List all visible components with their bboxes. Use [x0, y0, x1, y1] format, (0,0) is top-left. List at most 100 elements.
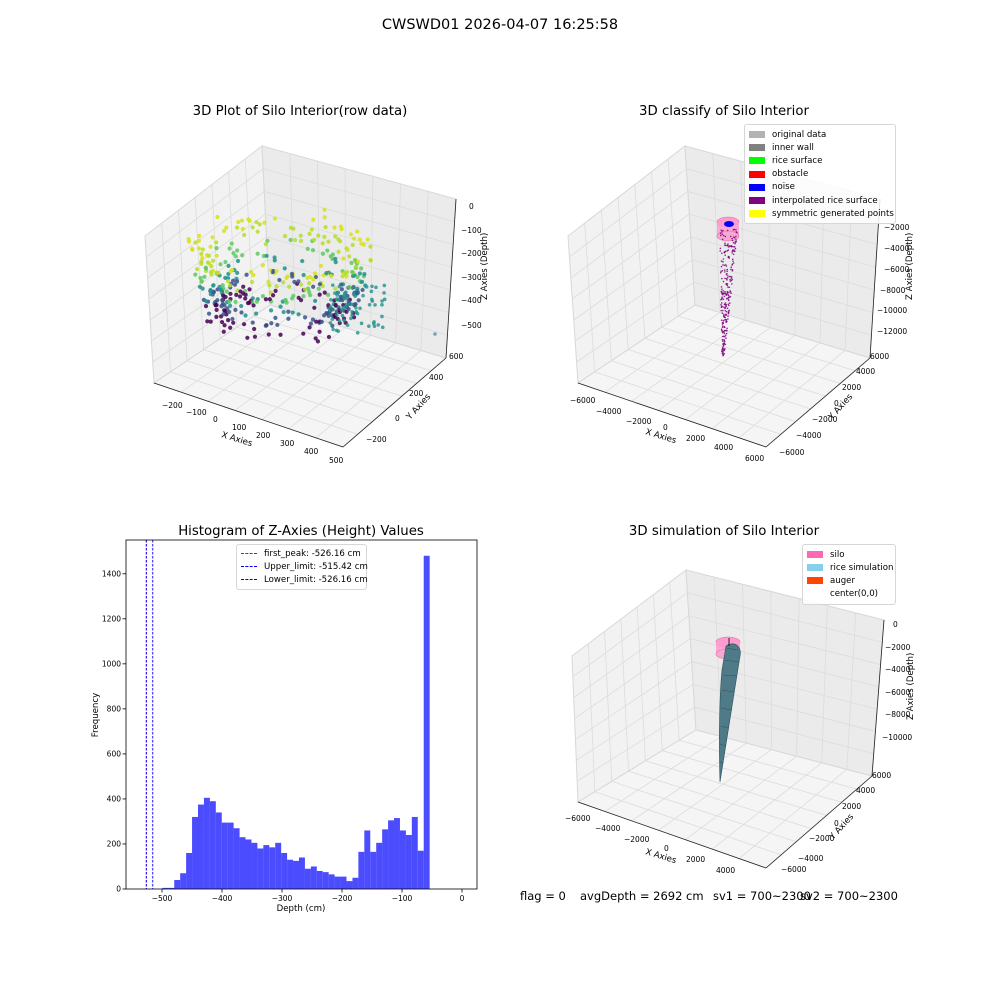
legend-label: center(0,0) [830, 589, 879, 600]
histogram-bar [180, 873, 187, 889]
histogram-bar [281, 852, 288, 889]
raw-xtick: 200 [256, 431, 271, 440]
legend-label: original data [772, 129, 827, 140]
histogram-bar [388, 820, 395, 889]
legend-label: inner wall [772, 142, 814, 153]
histogram-xtick-label: −100 [392, 894, 413, 903]
histogram-bar [382, 829, 389, 889]
histogram-bar [215, 812, 222, 889]
classify-3d-plot: −6000 −4000 −2000 0 2000 4000 6000 −6000… [567, 145, 915, 463]
classify-ytick: −6000 [779, 448, 805, 457]
simulation-ytick: 4000 [856, 786, 875, 795]
histogram-ytick-label: 1000 [102, 659, 121, 668]
histogram-ytick-label: 800 [107, 704, 122, 713]
raw-ztick: −200 [461, 249, 482, 258]
simulation-ytick: 6000 [872, 771, 891, 780]
legend-entry: Lower_limit: -526.16 cm [241, 573, 368, 586]
histogram-xtick-label: −400 [212, 894, 233, 903]
histogram-bar [257, 848, 264, 889]
legend-label: obstacle [772, 169, 809, 180]
raw-xtick: −200 [162, 401, 183, 410]
histogram-bar [310, 866, 317, 889]
classify-legend: original data inner wall rice surface ob… [744, 124, 896, 225]
raw-xtick: −100 [186, 408, 207, 417]
histogram-ytick-label: 200 [107, 840, 122, 849]
raw-ytick: −200 [366, 435, 387, 444]
histogram-bar [394, 818, 400, 889]
classify-ytick: −4000 [796, 431, 822, 440]
simulation-xtick: 0 [664, 844, 669, 853]
histogram-ytick-label: 600 [107, 750, 122, 759]
classify-xtick: 2000 [686, 434, 705, 443]
histogram-bar [203, 797, 210, 889]
histogram-bar [227, 822, 234, 889]
histogram-bar [376, 842, 383, 889]
histogram-bar [417, 850, 424, 889]
simulation-ztick: −8000 [885, 710, 911, 719]
simulation-3d-plot: −6000 −4000 −2000 0 2000 4000 −6000 −400… [565, 569, 916, 875]
classify-xtick: 4000 [714, 443, 733, 452]
classify-ytick: 2000 [842, 383, 861, 392]
histogram-bar [186, 852, 193, 889]
sv1-text: sv1 = 700~2300 [713, 889, 811, 903]
legend-entry: inner wall [749, 141, 890, 154]
classify-xtick: −6000 [570, 396, 596, 405]
histogram-bar [275, 842, 282, 889]
raw-xtick: 300 [280, 439, 295, 448]
histogram-bar [209, 801, 216, 889]
legend-label: Lower_limit: -526.16 cm [264, 574, 368, 585]
classify-plot-title: 3D classify of Silo Interior [639, 104, 809, 119]
simulation-ztick: 0 [893, 620, 898, 629]
legend-entry: rice simulation [807, 561, 893, 574]
simulation-ztick: −2000 [885, 643, 911, 652]
raw-3d-plot: −200 −100 0 100 200 300 400 500 −200 0 2… [144, 145, 490, 465]
classify-ztick: −12000 [877, 327, 907, 336]
histogram-bar [287, 859, 294, 889]
sv2-text: sv2 = 700~2300 [800, 889, 898, 903]
histogram-ylabel: Frequency [91, 693, 101, 737]
legend-label: rice surface [772, 155, 823, 166]
raw-xtick: 500 [329, 456, 344, 465]
legend-entry: first_peak: -526.16 cm [241, 547, 361, 560]
histogram-bar [192, 816, 198, 889]
raw-xtick: 100 [232, 423, 247, 432]
histogram-bar [352, 877, 359, 889]
legend-entry: Upper_limit: -515.42 cm [241, 560, 368, 573]
classify-ztick: −6000 [884, 265, 910, 274]
classify-ytick: 6000 [870, 352, 889, 361]
raw-ztick: −100 [461, 226, 482, 235]
histogram-xtick-label: −300 [272, 894, 293, 903]
simulation-zlabel: Z Axies (Depth) [906, 653, 916, 720]
classify-xtick: 0 [663, 423, 668, 432]
legend-entry: noise [749, 181, 890, 194]
histogram-bar [245, 839, 252, 889]
simulation-ztick: −6000 [885, 688, 911, 697]
simulation-xtick: 2000 [686, 855, 705, 864]
classify-ytick: −2000 [812, 415, 838, 424]
legend-entry: obstacle [749, 168, 890, 181]
legend-entry: rice surface [749, 154, 890, 167]
figure-title: CWSWD01 2026-04-07 16:25:58 [381, 17, 619, 33]
histogram-title: Histogram of Z-Axies (Height) Values [178, 524, 424, 539]
legend-entry: center(0,0) [807, 588, 890, 601]
raw-ytick: 0 [395, 414, 400, 423]
simulation-ytick: 2000 [842, 802, 861, 811]
legend-label: silo [830, 549, 845, 560]
histogram-xlabel: Depth (cm) [277, 904, 326, 914]
histogram-bar [263, 845, 270, 889]
histogram-bar [358, 851, 365, 889]
legend-swatch [807, 551, 823, 559]
legend-label: symmetric generated points [772, 208, 894, 219]
histogram-bar [304, 868, 311, 889]
legend-swatch [807, 577, 823, 585]
simulation-ylabel: Y Axies [827, 812, 856, 843]
histogram-bar [340, 876, 347, 889]
histogram-chart: −500 −400 −300 −200 −100 0 0 200 400 600 800 1000 12… [91, 539, 478, 914]
classify-ztick: −10000 [877, 306, 907, 315]
legend-swatch [807, 564, 823, 572]
raw-ytick: 400 [429, 373, 444, 382]
raw-xtick: 400 [304, 447, 319, 456]
histogram-bar [174, 879, 181, 889]
simulation-xtick: 4000 [716, 866, 735, 875]
legend-label: interpolated rice surface [772, 195, 878, 206]
